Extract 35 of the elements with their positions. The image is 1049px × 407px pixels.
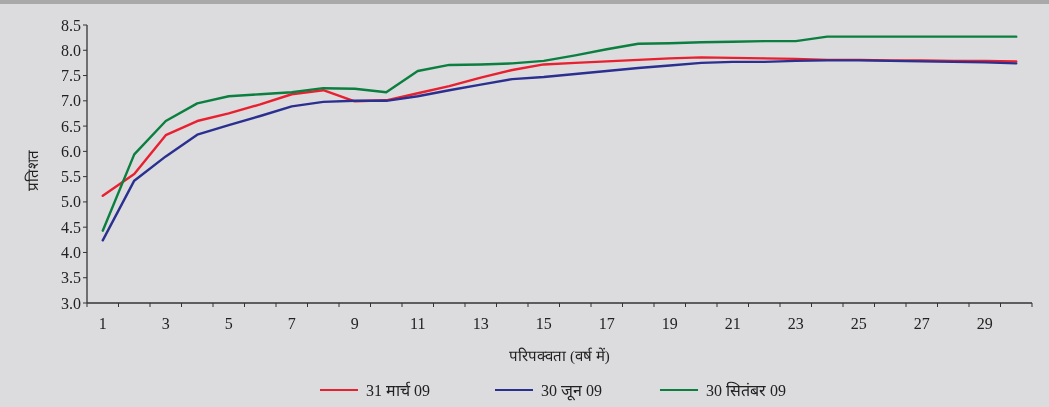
y-tick-label: 6.0	[61, 142, 81, 160]
x-tick-label: 9	[350, 315, 359, 332]
legend-label: 31 मार्च 09	[366, 380, 430, 399]
y-tick-label: 3.0	[61, 294, 81, 312]
x-tick-label: 11	[410, 315, 426, 332]
x-tick-label: 3	[161, 315, 170, 332]
y-tick-label: 4.0	[61, 243, 81, 261]
x-tick-label: 5	[224, 315, 233, 332]
x-axis-title: परिपक्वता (वर्ष में)	[509, 347, 610, 365]
y-tick-label: 6.5	[61, 117, 81, 135]
x-tick-label: 17	[598, 315, 615, 332]
x-tick-label: 1	[98, 315, 107, 332]
y-tick-label: 7.0	[61, 92, 81, 110]
y-tick-label: 8.0	[61, 41, 81, 59]
y-tick-label: 5.5	[61, 168, 81, 186]
x-tick-label: 7	[287, 315, 296, 332]
y-tick-label: 4.5	[61, 218, 81, 236]
y-tick-label: 5.0	[61, 193, 81, 211]
x-tick-label: 13	[472, 315, 489, 332]
x-tick-label: 19	[661, 315, 678, 332]
legend-label: 30 सितंबर 09	[706, 380, 786, 399]
x-tick-label: 27	[913, 315, 930, 332]
x-tick-label: 15	[535, 315, 552, 332]
y-tick-label: 8.5	[61, 16, 81, 34]
x-tick-label: 23	[787, 315, 804, 332]
line-series	[101, 35, 1018, 232]
x-tick-label: 25	[850, 315, 867, 332]
y-tick-label: 7.5	[61, 67, 81, 85]
y-tick-label: 3.5	[61, 269, 81, 287]
y-axis-title: प्रतिशत	[24, 149, 41, 191]
line-series	[101, 56, 1018, 198]
x-tick-label: 29	[976, 315, 993, 332]
legend-label: 30 जून 09	[541, 381, 602, 401]
x-tick-label: 21	[724, 315, 741, 332]
line-series	[101, 59, 1018, 242]
